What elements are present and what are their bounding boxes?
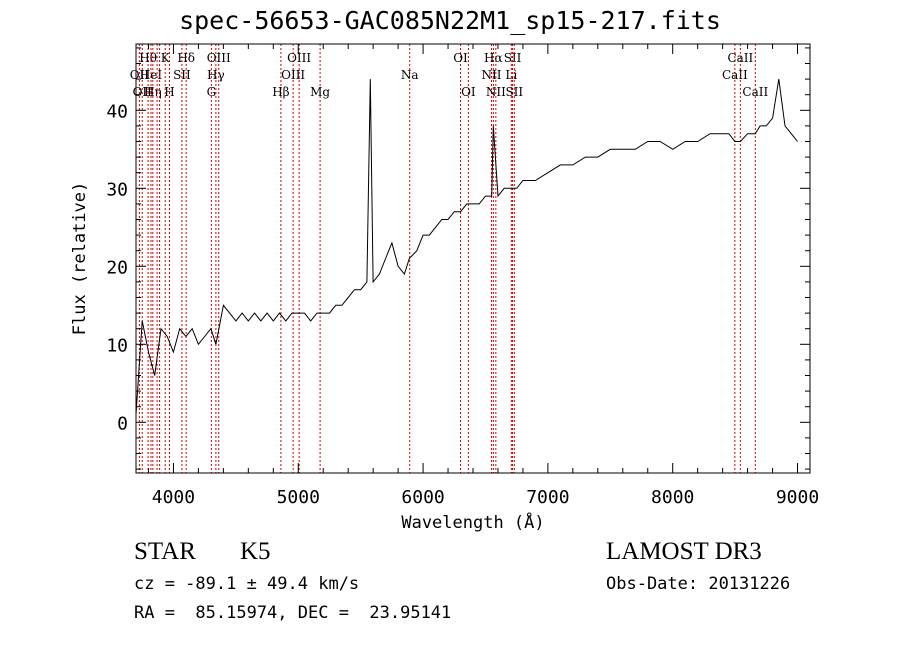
series-group bbox=[135, 79, 798, 415]
line-marker-label: CaII bbox=[742, 85, 768, 99]
line-marker-label: OI bbox=[453, 51, 468, 65]
line-marker-label: Na bbox=[401, 68, 419, 82]
line-marker-label: CaII bbox=[727, 51, 753, 65]
axis-ticks: 4000 5000 6000 7000 8000 9000 0 10 20 30 40 bbox=[106, 44, 819, 508]
line-marker-label: Hη bbox=[144, 85, 162, 99]
line-marker-label: OIII bbox=[207, 51, 231, 65]
line-marker-label: Hβ bbox=[272, 85, 289, 99]
line-marker-label: Hθ bbox=[139, 51, 157, 65]
cz-value: cz = -89.1 ± 49.4 km/s bbox=[134, 574, 360, 594]
coordinates: RA = 85.15974, DEC = 23.95141 bbox=[134, 603, 452, 623]
obs-date: Obs-Date: 20131226 bbox=[606, 574, 791, 594]
line-marker-label: NII bbox=[481, 68, 501, 82]
y-tick-label: 0 bbox=[117, 413, 128, 434]
y-tick-label: 40 bbox=[106, 101, 128, 122]
line-marker-label: SII bbox=[173, 68, 191, 82]
line-marker-label: OI bbox=[461, 85, 476, 99]
y-tick-label: 10 bbox=[106, 335, 128, 356]
line-marker-label: Hδ bbox=[177, 51, 195, 65]
y-axis-label: Flux (relative) bbox=[70, 182, 90, 336]
line-marker-label: HeI bbox=[140, 68, 163, 82]
line-marker-label: OIII bbox=[287, 51, 311, 65]
line-marker-label: Mg bbox=[310, 85, 330, 99]
line-marker-label: Hα bbox=[484, 51, 503, 65]
x-tick-label: 9000 bbox=[776, 487, 819, 508]
line-marker-label: OII bbox=[130, 68, 150, 82]
line-marker-label: OIII bbox=[281, 68, 305, 82]
line-marker-label: H bbox=[164, 85, 174, 99]
axis-labels: Wavelength (Å) Flux (relative) bbox=[70, 182, 545, 533]
line-marker-label: Hγ bbox=[207, 68, 225, 82]
y-tick-label: 20 bbox=[106, 257, 128, 278]
line-marker-label: NII bbox=[486, 85, 506, 99]
line-marker-label: G bbox=[207, 85, 217, 99]
line-marker-label: OII bbox=[133, 85, 153, 99]
series-line bbox=[135, 79, 798, 415]
line-marker-label: CaII bbox=[722, 68, 748, 82]
x-tick-label: 8000 bbox=[651, 487, 694, 508]
x-tick-label: 4000 bbox=[152, 487, 195, 508]
class-label: STAR bbox=[134, 538, 196, 565]
y-tick-label: 30 bbox=[106, 179, 128, 200]
x-tick-label: 6000 bbox=[401, 487, 444, 508]
line-marker-label: Li bbox=[505, 68, 517, 82]
x-tick-label: 7000 bbox=[526, 487, 569, 508]
x-tick-label: 5000 bbox=[277, 487, 320, 508]
line-markers: OII OII Hθ HeI Hη K H SII Hδ G Hγ OIII Hβ OIII OIII Mg N… bbox=[130, 44, 768, 473]
line-marker-label: K bbox=[161, 51, 171, 65]
x-axis-label: Wavelength (Å) bbox=[401, 511, 544, 533]
subclass-label: K5 bbox=[240, 538, 271, 565]
line-marker-label: SII bbox=[504, 51, 522, 65]
chart-title: spec-56653-GAC085N22M1_sp15-217.fits bbox=[179, 6, 721, 35]
survey-label: LAMOST DR3 bbox=[606, 538, 762, 565]
plot-frame bbox=[135, 43, 811, 474]
line-marker-label: SII bbox=[505, 85, 523, 99]
